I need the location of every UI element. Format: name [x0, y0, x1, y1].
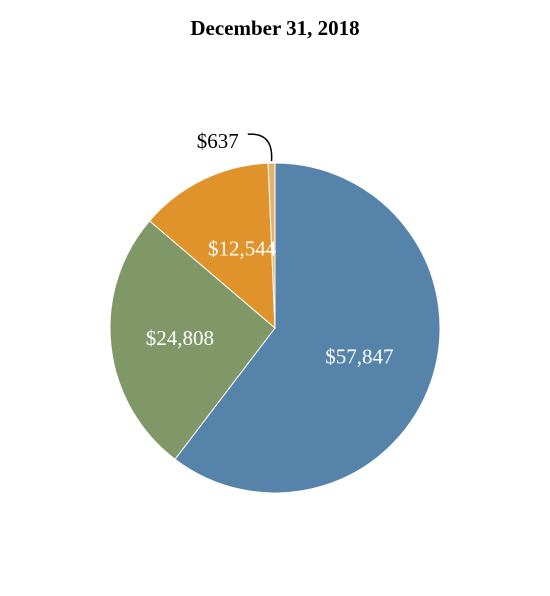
leader-line	[247, 133, 273, 162]
chart-title: December 31, 2018	[190, 16, 360, 40]
data-label-1: $57,847	[325, 344, 393, 368]
pie-slices	[109, 162, 441, 494]
pie-slice-4	[267, 162, 276, 329]
data-label-3: $12,544	[208, 237, 277, 261]
pie-slice-2	[109, 220, 276, 460]
pie-labels: $57,847 $24,808 $12,544 $637	[146, 129, 394, 368]
pie-slice-3	[148, 162, 276, 330]
pie-slice-1	[174, 162, 441, 494]
data-label-2: $24,808	[146, 326, 214, 350]
data-label-4: $637	[197, 129, 239, 153]
